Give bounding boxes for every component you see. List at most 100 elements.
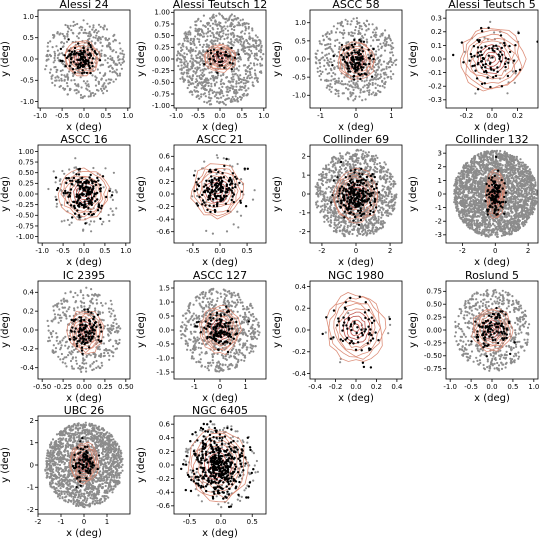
field-star-point	[337, 223, 340, 226]
field-star-point	[376, 156, 379, 159]
field-star-point	[229, 14, 232, 17]
member-star-point	[217, 170, 220, 174]
field-star-point	[191, 40, 195, 43]
field-star-point	[233, 41, 236, 44]
field-star-point	[201, 81, 204, 85]
member-star-point	[210, 181, 213, 184]
field-star-point	[338, 230, 341, 233]
member-star-point	[206, 208, 209, 212]
field-star-point	[94, 41, 97, 45]
member-star-point	[213, 208, 217, 212]
field-star-point	[385, 37, 388, 41]
field-star-point	[382, 42, 385, 45]
field-star-point	[381, 195, 384, 198]
field-star-point	[256, 63, 259, 66]
field-star-point	[361, 158, 364, 161]
member-star-point	[208, 204, 211, 207]
member-star-point	[216, 53, 219, 56]
member-star-point	[347, 205, 351, 208]
field-star-point	[358, 43, 361, 46]
field-star-point	[372, 195, 375, 198]
field-star-point	[72, 74, 75, 78]
field-star-point	[334, 200, 337, 204]
field-star-point	[53, 34, 56, 37]
field-star-point	[339, 22, 342, 25]
field-star-point	[373, 166, 377, 169]
field-star-point	[107, 213, 110, 217]
field-star-point	[187, 33, 190, 36]
field-star-point	[376, 180, 379, 183]
field-star-point	[177, 64, 180, 68]
field-star-point	[374, 82, 377, 85]
member-star-point	[508, 44, 511, 48]
member-star-point	[482, 63, 485, 67]
member-star-point	[375, 183, 378, 186]
field-star-point	[392, 61, 395, 64]
x-axis-label: x (deg)	[66, 122, 102, 133]
field-star-point	[198, 97, 201, 100]
member-star-point	[357, 72, 360, 76]
field-star-point	[375, 221, 378, 224]
member-star-point	[92, 180, 96, 183]
field-star-point	[319, 42, 322, 45]
member-star-point	[73, 46, 77, 50]
field-star-point	[203, 160, 206, 163]
field-star-point	[195, 70, 198, 73]
member-star-point	[354, 62, 357, 65]
field-star-point	[187, 31, 190, 34]
member-star-point	[96, 198, 99, 201]
field-star-point	[331, 165, 334, 168]
field-star-point	[201, 30, 204, 34]
field-star-point	[365, 155, 369, 158]
field-star-point	[218, 87, 221, 90]
field-star-point	[329, 190, 332, 193]
field-star-point	[220, 27, 223, 30]
field-star-point	[374, 215, 377, 218]
field-star-point	[388, 206, 391, 209]
field-star-point	[192, 58, 195, 61]
field-star-point	[224, 33, 228, 36]
field-star-point	[359, 91, 362, 94]
field-star-point	[93, 30, 96, 34]
field-star-point	[327, 207, 330, 210]
field-star-point	[347, 40, 350, 44]
field-star-point	[68, 168, 71, 171]
field-star-point	[235, 38, 238, 41]
member-star-point	[86, 186, 90, 189]
member-star-point	[54, 176, 58, 179]
field-star-point	[114, 78, 118, 81]
member-star-point	[215, 186, 219, 189]
member-star-point	[483, 82, 486, 85]
field-star-point	[377, 218, 380, 221]
field-star-point	[356, 161, 359, 164]
field-star-point	[376, 167, 379, 171]
field-star-point	[244, 46, 247, 50]
field-star-point	[198, 56, 201, 59]
field-star-point	[209, 24, 212, 27]
field-star-point	[210, 19, 213, 22]
field-star-point	[237, 226, 240, 229]
field-star-point	[236, 74, 239, 77]
field-star-point	[244, 69, 247, 72]
field-star-point	[339, 154, 342, 157]
member-star-point	[356, 205, 359, 208]
field-star-point	[47, 41, 50, 45]
member-star-point	[499, 60, 503, 63]
field-star-point	[380, 201, 383, 204]
member-star-point	[345, 47, 349, 50]
field-star-point	[334, 82, 337, 85]
member-star-point	[460, 41, 464, 44]
field-star-point	[346, 20, 349, 23]
member-star-point	[475, 77, 479, 80]
member-star-point	[212, 55, 215, 58]
y-tick-label: -0.6	[156, 228, 170, 236]
field-star-point	[351, 232, 354, 236]
field-star-point	[372, 155, 375, 158]
field-star-point	[256, 36, 259, 39]
field-star-point	[359, 89, 362, 92]
field-star-point	[232, 70, 235, 73]
field-star-point	[54, 65, 57, 69]
member-star-point	[196, 204, 200, 207]
field-star-point	[379, 178, 382, 181]
member-star-point	[89, 199, 92, 202]
